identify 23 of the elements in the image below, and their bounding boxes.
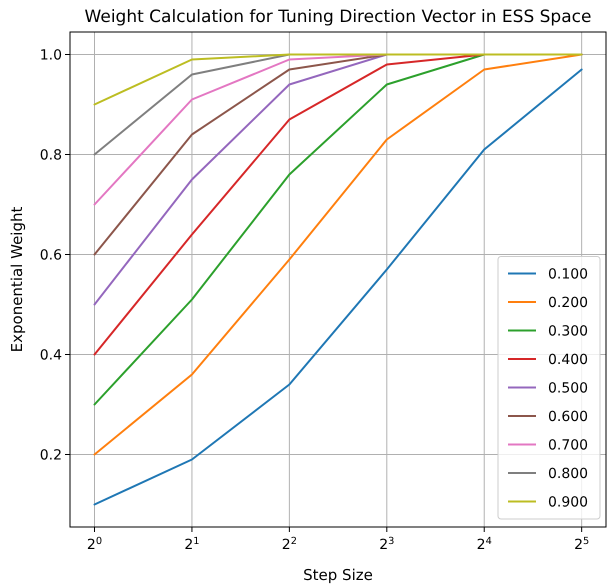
y-tick-label: 0.4 <box>40 348 62 364</box>
legend-label: 0.800 <box>548 466 588 482</box>
x-tick-label: 2$^{0}$ <box>86 536 102 553</box>
y-axis-title: Exponential Weight <box>8 206 26 352</box>
legend-label: 0.500 <box>548 380 588 396</box>
y-tick-label: 0.6 <box>40 248 62 264</box>
legend-label: 0.600 <box>548 409 588 425</box>
legend-label: 0.400 <box>548 352 588 368</box>
y-tick-label: 0.8 <box>40 148 62 164</box>
x-tick-label: 2$^{4}$ <box>476 536 492 553</box>
y-tick-label: 0.2 <box>40 448 62 464</box>
x-tick-label: 2$^{2}$ <box>282 536 297 553</box>
chart-title: Weight Calculation for Tuning Direction Vector in ESS Space <box>84 7 592 27</box>
x-axis-title: Step Size <box>303 566 373 584</box>
legend-label: 0.900 <box>548 494 588 510</box>
legend-label: 0.300 <box>548 324 588 340</box>
legend-label: 0.200 <box>548 295 588 311</box>
legend-label: 0.100 <box>548 266 588 282</box>
y-tick-label: 1.0 <box>40 48 62 64</box>
x-tick-label: 2$^{5}$ <box>574 536 590 553</box>
x-tick-label: 2$^{1}$ <box>184 536 200 553</box>
x-tick-label: 2$^{3}$ <box>379 536 394 553</box>
legend-label: 0.700 <box>548 438 588 454</box>
